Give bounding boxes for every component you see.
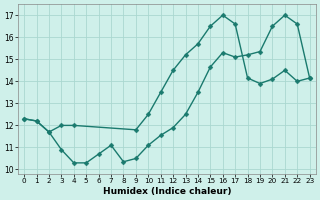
X-axis label: Humidex (Indice chaleur): Humidex (Indice chaleur) <box>103 187 231 196</box>
